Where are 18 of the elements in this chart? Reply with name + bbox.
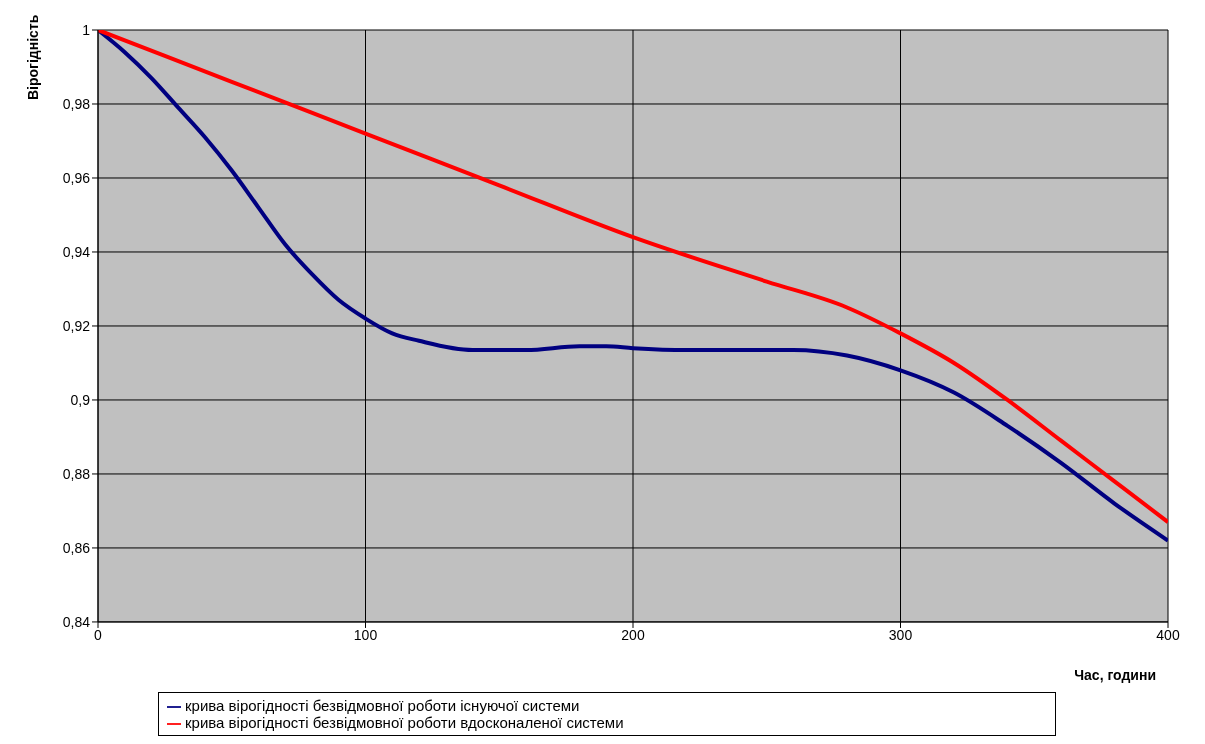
y-tick-label: 0,84 bbox=[62, 613, 91, 630]
y-tick-label: 0,98 bbox=[62, 95, 91, 112]
y-tick-label: 0,86 bbox=[62, 539, 91, 556]
x-tick-label: 400 bbox=[1156, 626, 1180, 643]
x-tick-label: 100 bbox=[353, 626, 378, 643]
y-tick-label: 0,9 bbox=[70, 391, 91, 408]
x-tick-label: 0 bbox=[94, 626, 103, 643]
y-tick-label: 0,94 bbox=[62, 243, 91, 260]
y-tick-label: 0,88 bbox=[62, 465, 91, 482]
y-tick-label: 0,92 bbox=[62, 317, 91, 334]
legend-label: крива вірогідності безвідмовної роботи існуючої системи bbox=[185, 696, 580, 714]
y-axis-title: Вірогідність bbox=[24, 14, 41, 100]
x-tick-label: 200 bbox=[621, 626, 645, 643]
y-tick-label: 1 bbox=[82, 21, 91, 38]
legend-label: крива вірогідності безвідмовної роботи вдосконаленої системи bbox=[185, 713, 624, 731]
x-axis-title: Час, години bbox=[1074, 666, 1156, 683]
x-tick-label: 300 bbox=[888, 626, 913, 643]
y-tick-label: 0,96 bbox=[62, 169, 91, 186]
